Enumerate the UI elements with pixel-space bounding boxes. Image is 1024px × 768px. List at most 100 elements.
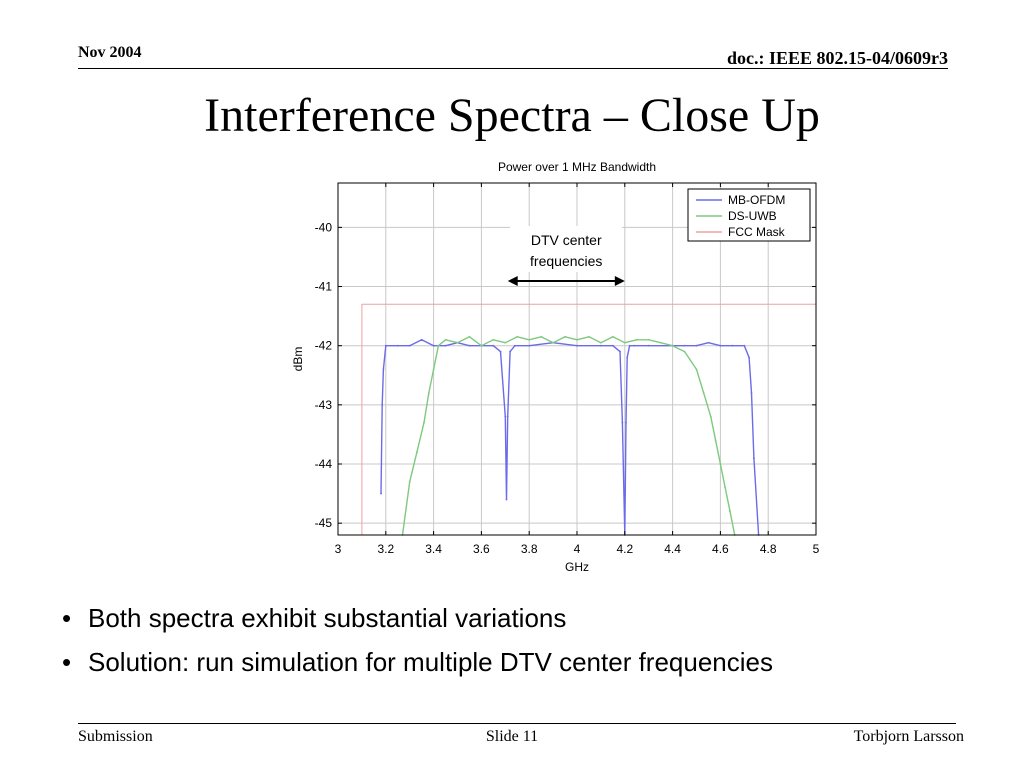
x-tick-label: 4.8 (760, 542, 777, 556)
data-point (748, 356, 750, 359)
data-point (444, 344, 447, 347)
data-point (506, 415, 509, 418)
annotation-background (510, 226, 623, 272)
data-point (576, 344, 578, 347)
data-point (415, 451, 418, 454)
data-point (513, 344, 516, 347)
series-line-fcc-mask (361, 303, 816, 535)
data-point (628, 344, 631, 347)
data-point (600, 344, 602, 347)
y-tick-label: -43 (315, 398, 333, 412)
data-point (444, 338, 447, 341)
data-point (384, 344, 387, 347)
data-point (633, 344, 636, 347)
data-point (714, 439, 717, 442)
data-point (683, 344, 686, 347)
y-tick-label: -42 (315, 339, 333, 353)
data-point (625, 421, 627, 424)
data-point (480, 344, 483, 347)
data-point (695, 368, 698, 371)
data-point (423, 421, 425, 424)
data-point (528, 344, 531, 347)
y-tick-label: -41 (315, 280, 333, 294)
data-point (626, 356, 629, 359)
x-tick-label: 5 (813, 542, 820, 556)
legend-label: DS-UWB (728, 209, 777, 223)
legend-label: FCC Mask (728, 225, 786, 239)
annotation-text-line-2: frequencies (530, 253, 602, 269)
data-point (671, 344, 674, 347)
data-point (509, 350, 511, 353)
x-tick-label: 3 (335, 542, 342, 556)
data-point (611, 344, 614, 347)
x-tick-label: 4 (574, 542, 581, 556)
bullet-list: • Both spectra exhibit substantial variat… (62, 603, 773, 691)
y-tick-label: -44 (315, 457, 333, 471)
data-point (588, 335, 590, 338)
arrow-head-right (614, 276, 625, 286)
data-point (456, 341, 459, 344)
data-point (647, 338, 650, 341)
data-point (619, 350, 621, 353)
data-point (427, 392, 430, 394)
data-point (504, 341, 507, 344)
chart-ticks: 3 3.2 3.4 3.6 3.8 4 4.2 4.4 4.6 4.8 5 -40 -41 -42 -43 -… (315, 183, 820, 556)
data-point (408, 344, 411, 347)
data-point (564, 335, 566, 338)
x-tick-label: 3.4 (425, 542, 442, 556)
data-point (432, 344, 435, 347)
data-point (505, 498, 508, 501)
data-point (432, 368, 435, 371)
bullet-dot-icon: • (62, 647, 72, 677)
data-point (621, 421, 624, 424)
footer-slide-number: Slide 11 (485, 728, 539, 745)
spectrum-chart: 3 3.2 3.4 3.6 3.8 4 4.2 4.4 4.6 4.8 5 -40 -41 -42 -43 -… (291, 160, 820, 574)
chart-series (361, 303, 816, 536)
data-point (396, 344, 399, 347)
data-point (647, 344, 650, 347)
arrow-head-left (507, 276, 518, 286)
data-point (492, 338, 495, 341)
dtv-annotation: DTV center frequencies (507, 226, 625, 286)
data-point (719, 344, 722, 347)
header-date: Nov 2004 (78, 44, 142, 61)
x-tick-label: 4.6 (712, 542, 729, 556)
data-point (499, 350, 502, 353)
data-point (752, 457, 755, 459)
series-line-mb-ofdm (380, 339, 760, 536)
data-point (380, 492, 382, 495)
data-point (719, 463, 722, 465)
data-point (468, 344, 471, 347)
data-point (420, 338, 423, 341)
data-point (381, 403, 384, 406)
data-point (611, 335, 614, 338)
data-point (516, 335, 519, 338)
annotation-text-line-1: DTV center (531, 232, 602, 248)
data-point (382, 368, 385, 371)
x-axis-label: GHz (565, 560, 589, 574)
data-point (729, 510, 731, 513)
data-point (468, 335, 471, 338)
data-point (540, 335, 543, 338)
data-point (659, 341, 662, 344)
bullet-item: • Both spectra exhibit substantial variat… (62, 603, 773, 634)
x-tick-label: 4.4 (664, 542, 681, 556)
series-line-ds-uwb (401, 336, 736, 536)
data-point (702, 392, 705, 394)
x-tick-label: 3.2 (377, 542, 394, 556)
y-axis-label: dBm (291, 347, 305, 372)
x-tick-label: 3.6 (473, 542, 490, 556)
y-tick-label: -40 (315, 220, 333, 234)
x-tick-label: 3.8 (521, 542, 538, 556)
data-point (623, 341, 626, 344)
footer-divider (78, 723, 956, 724)
bullet-dot-icon: • (62, 603, 72, 633)
data-point (408, 480, 411, 483)
data-point (731, 344, 734, 347)
data-point (437, 344, 440, 347)
chart-legend: MB-OFDM DS-UWB FCC Mask (687, 188, 811, 242)
data-point (743, 344, 746, 347)
data-point (576, 338, 578, 341)
header-divider (78, 68, 948, 69)
chart-title: Power over 1 MHz Bandwidth (498, 160, 656, 174)
